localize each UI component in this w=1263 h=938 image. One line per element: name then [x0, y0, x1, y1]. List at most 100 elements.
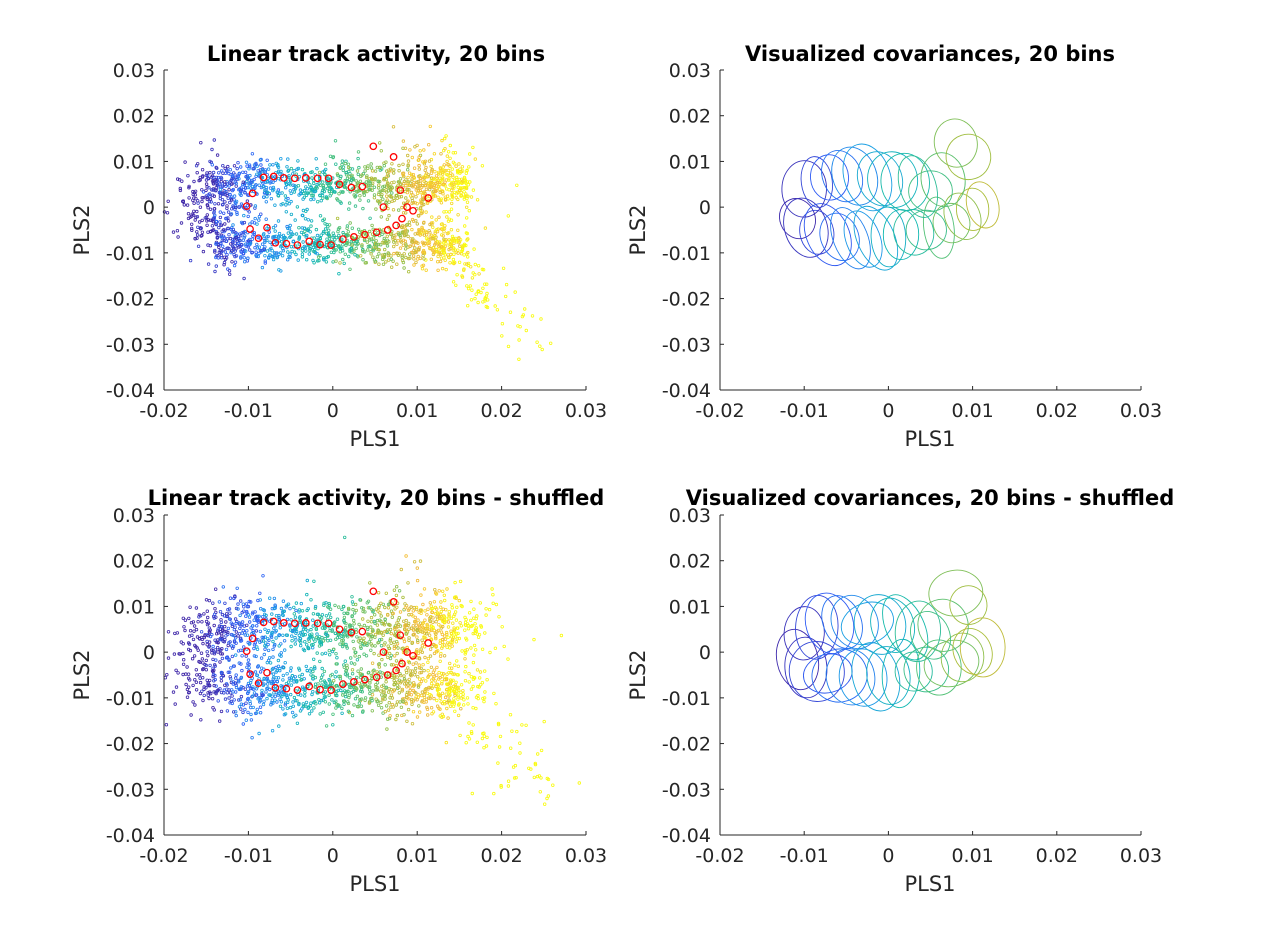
- scatter-point: [231, 173, 235, 178]
- scatter-point: [230, 230, 235, 234]
- scatter-point: [454, 640, 458, 644]
- scatter-point: [424, 687, 428, 691]
- scatter-point: [421, 248, 426, 253]
- scatter-point: [285, 165, 289, 169]
- scatter-point: [379, 601, 383, 605]
- scatter-point: [476, 693, 480, 698]
- scatter-point: [327, 237, 332, 241]
- scatter-point: [191, 700, 195, 704]
- scatter-point: [314, 702, 318, 706]
- scatter-point: [446, 150, 451, 154]
- scatter-point: [191, 198, 195, 202]
- scatter-point: [444, 242, 448, 246]
- scatter-point: [447, 163, 451, 167]
- scatter-point: [435, 698, 439, 703]
- covariance-ellipse: [838, 648, 888, 707]
- scatter-point: [473, 262, 477, 267]
- scatter-point: [388, 627, 393, 632]
- scatter-point: [278, 626, 282, 630]
- scatter-point: [292, 190, 297, 194]
- scatter-point: [313, 682, 318, 686]
- scatter-point: [436, 693, 440, 697]
- scatter-point: [378, 168, 382, 172]
- scatter-point: [355, 658, 360, 662]
- scatter-point: [260, 621, 265, 626]
- scatter-point: [448, 143, 452, 148]
- scatter-point: [485, 282, 489, 286]
- scatter-point: [312, 706, 316, 710]
- scatter-point: [463, 628, 467, 632]
- scatter-point: [277, 644, 281, 648]
- scatter-point: [387, 687, 391, 691]
- scatter-point: [311, 642, 315, 647]
- scatter-point: [426, 675, 430, 679]
- scatter-point: [363, 683, 368, 687]
- scatter-point: [303, 217, 308, 221]
- scatter-point: [270, 612, 274, 616]
- scatter-point: [227, 696, 231, 700]
- scatter-point: [233, 625, 237, 629]
- scatter-point: [465, 196, 469, 200]
- scatter-point: [272, 596, 277, 601]
- scatter-point: [387, 168, 391, 172]
- scatter-point: [397, 163, 401, 168]
- covariance-ellipse: [894, 600, 942, 663]
- scatter-point: [432, 176, 436, 181]
- scatter-point: [303, 621, 308, 625]
- scatter-point: [432, 668, 437, 672]
- scatter-point: [559, 633, 564, 638]
- scatter-point: [370, 709, 374, 713]
- scatter-point: [386, 655, 390, 660]
- scatter-point: [366, 248, 370, 252]
- scatter-point: [299, 230, 304, 235]
- scatter-point: [181, 651, 185, 656]
- scatter-point: [403, 678, 407, 683]
- scatter-point: [207, 598, 212, 603]
- scatter-point: [318, 236, 322, 240]
- scatter-point: [416, 158, 420, 162]
- scatter-point: [271, 672, 276, 676]
- scatter-point: [447, 210, 451, 214]
- covariance-ellipse: [932, 202, 971, 244]
- scatter-point: [230, 175, 235, 179]
- scatter-point: [467, 671, 471, 676]
- covariance-ellipse: [851, 642, 901, 712]
- scatter-point: [233, 634, 237, 638]
- scatter-point: [262, 667, 266, 671]
- scatter-point: [461, 245, 465, 249]
- scatter-point: [234, 201, 238, 205]
- scatter-point: [183, 618, 188, 622]
- scatter-point: [320, 635, 324, 640]
- scatter-point: [535, 774, 540, 779]
- scatter-point: [210, 224, 215, 228]
- scatter-point: [230, 646, 235, 650]
- scatter-point: [463, 262, 467, 266]
- scatter-point: [313, 606, 318, 610]
- scatter-point: [216, 650, 220, 654]
- scatter-point: [473, 296, 477, 301]
- scatter-point: [412, 673, 417, 677]
- scatter-point: [246, 689, 251, 694]
- scatter-point: [465, 638, 469, 642]
- scatter-point: [326, 176, 330, 180]
- scatter-point: [473, 272, 477, 277]
- scatter-point: [269, 701, 274, 705]
- y-tick-label: 0.02: [113, 551, 155, 573]
- scatter-point: [388, 194, 392, 198]
- scatter-point: [354, 630, 358, 634]
- scatter-point: [392, 240, 396, 244]
- y-tick-label: 0.02: [669, 106, 711, 128]
- scatter-point: [234, 673, 238, 677]
- covariance-ellipse: [804, 592, 855, 654]
- scatter-point: [257, 218, 261, 222]
- scatter-point: [463, 194, 468, 198]
- scatter-point: [206, 633, 210, 638]
- scatter-point: [439, 252, 443, 256]
- scatter-point: [438, 187, 442, 191]
- panel-title: Visualized covariances, 20 bins: [745, 42, 1115, 66]
- scatter-point: [342, 611, 346, 615]
- scatter-point: [443, 598, 447, 603]
- scatter-point: [227, 184, 231, 188]
- x-tick-label: 0.01: [396, 845, 438, 867]
- scatter-point: [252, 232, 256, 237]
